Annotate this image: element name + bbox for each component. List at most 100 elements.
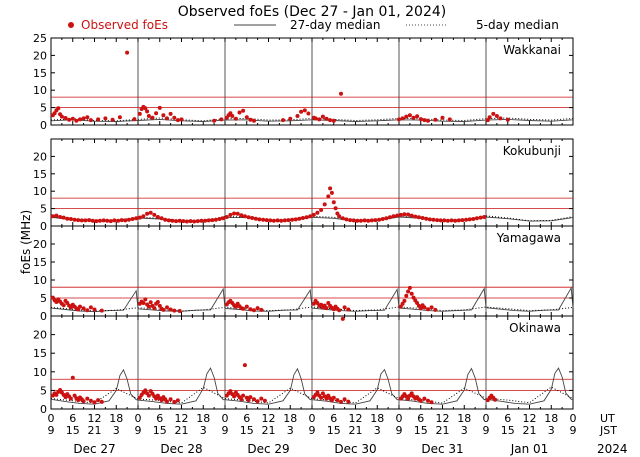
observed-point [339,399,343,404]
observed-point [324,116,329,121]
observed-point [172,115,177,120]
observed-point [453,218,458,223]
observed-point [152,306,157,311]
observed-point [150,115,155,120]
observed-point [431,217,436,222]
observed-point [85,308,90,313]
observed-point [154,396,159,401]
ut-tick-label: 6 [69,412,76,425]
observed-point [94,219,99,224]
observed-point [237,110,242,115]
observed-point [230,114,235,118]
y-tick-label: 10 [33,84,47,97]
observed-point [422,396,427,401]
ut-tick-label: 18 [283,412,297,425]
observed-point [427,217,432,222]
observed-point [224,215,229,219]
observed-point [333,206,338,211]
observed-point [322,202,327,207]
day-label: Dec 31 [421,442,463,456]
observed-point [402,298,407,303]
observed-point [400,116,405,121]
station-label: Kokubunji [503,144,561,158]
observed-point [212,118,217,123]
observed-point [340,216,345,221]
observed-point [407,113,412,118]
observed-point [255,399,260,404]
jst-tick-label: 15 [240,424,254,437]
observed-point [426,398,430,403]
y-tick-label: 5 [40,384,47,397]
observed-point [246,398,251,403]
observed-point [319,395,324,400]
y-tick-label: 25 [33,32,47,45]
observed-point [331,200,336,205]
year-label: 2024 [597,442,628,456]
observed-point [235,211,240,216]
observed-point [54,213,59,218]
jst-tick-label: 21 [436,424,450,437]
observed-point [377,217,382,222]
day-label: Jan 01 [510,442,549,456]
observed-point [242,214,247,219]
y-tick-label: 5 [40,292,47,305]
observed-point [288,116,293,121]
observed-point [331,118,336,123]
observed-point [482,215,487,219]
observed-point [311,212,316,217]
observed-point [199,218,204,223]
observed-point [320,391,325,396]
y-tick-label: 15 [33,168,47,181]
observed-point [134,216,139,221]
observed-point [505,117,510,122]
observed-point [67,117,72,122]
observed-point [248,117,253,122]
ut-tick-label: 12 [436,412,450,425]
observed-point [271,218,276,223]
observed-point [141,214,146,219]
observed-point [161,307,166,312]
observed-point [105,218,110,223]
observed-point [404,114,409,119]
observed-point [112,218,117,223]
panel-wakkanai: 0 5 10 15 20 25 Wakkanai [33,32,574,132]
observed-point [324,306,329,311]
legend-5day-label: 5-day median [476,18,559,32]
observed-point [61,303,66,308]
observed-point [422,118,427,123]
observed-point [155,300,160,304]
ut-tick-label: 0 [48,412,55,425]
observed-point [474,216,479,221]
jst-tick-label: 9 [483,424,490,437]
observed-point [177,218,182,223]
observed-point [92,307,97,312]
observed-point [262,398,267,403]
y-tick-label: 5 [40,203,47,216]
observed-point [184,219,189,224]
observed-point [395,213,400,218]
observed-point [78,117,82,122]
observed-point [143,106,148,111]
day-label: Dec 30 [334,442,376,456]
y-tick-label: 10 [33,274,47,287]
legend-observed-label: Observed foEs [81,18,168,32]
legend-27day-label: 27-day median [290,18,380,32]
observed-point [406,289,411,294]
jst-tick-label: 9 [396,424,403,437]
observed-point [487,115,492,120]
observed-point [297,216,302,221]
observed-point [213,217,218,222]
ut-tick-label: 6 [156,412,163,425]
observed-point [438,218,443,223]
observed-point [232,211,237,216]
jst-tick-label: 9 [222,424,229,437]
observed-point [400,301,405,306]
observed-point [175,118,180,123]
observed-point [328,186,333,191]
observed-point [369,218,374,223]
observed-point [85,115,90,120]
ut-tick-label: 0 [396,412,403,425]
observed-point [445,218,450,223]
jst-tick-label: 3 [461,424,468,437]
